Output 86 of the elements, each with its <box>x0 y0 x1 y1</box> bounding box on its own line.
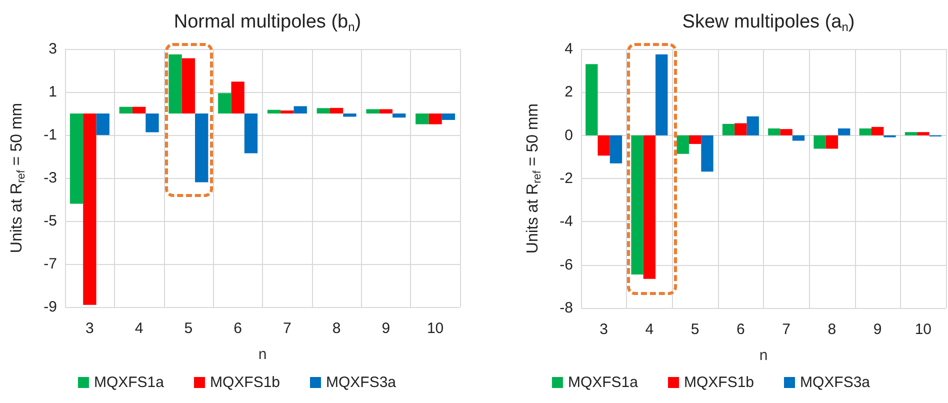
bar <box>146 114 159 132</box>
bar <box>792 135 805 141</box>
bar <box>598 135 610 156</box>
bar <box>182 58 196 114</box>
y-tick-label: -5 <box>44 212 57 230</box>
bar <box>316 108 330 114</box>
bar <box>366 109 380 114</box>
legend-label: MQXFS3a <box>800 374 871 391</box>
bar <box>83 114 96 305</box>
x-tick-label: 9 <box>873 321 882 338</box>
x-tick-label: 4 <box>134 320 144 337</box>
x-tick-label: 3 <box>600 321 608 338</box>
bar <box>722 124 735 136</box>
bar <box>746 116 759 136</box>
x-tick-label: 7 <box>283 320 292 337</box>
bar <box>859 128 872 136</box>
bar <box>416 114 429 124</box>
bar <box>132 106 146 114</box>
bar <box>631 135 644 275</box>
bar <box>70 114 84 204</box>
bar <box>838 128 850 136</box>
bar <box>656 54 668 136</box>
bar <box>701 135 714 172</box>
bar <box>904 132 918 136</box>
x-tick-label: 6 <box>234 320 242 337</box>
bar <box>826 135 838 149</box>
x-tick-label: 10 <box>914 321 932 338</box>
y-tick-label: -6 <box>560 256 573 274</box>
bar <box>343 114 356 117</box>
bar <box>244 114 258 154</box>
bar <box>442 114 456 120</box>
bar <box>768 128 780 136</box>
y-tick-label: 1 <box>48 84 57 100</box>
x-axis-title: n <box>759 347 768 364</box>
y-axis-title: Units at Rref = 50 mm <box>524 103 544 254</box>
legend-label: MQXFS1a <box>568 374 639 391</box>
y-tick-label: -4 <box>560 213 573 230</box>
bar <box>586 64 598 136</box>
y-tick-label: 3 <box>48 40 57 58</box>
y-axis-title: Units at Rref = 50 mm <box>8 102 28 254</box>
bar <box>734 123 747 136</box>
bar <box>168 54 182 114</box>
x-tick-label: 8 <box>332 320 341 337</box>
bar <box>780 129 792 136</box>
x-axis-title: n <box>258 346 267 363</box>
legend-label: MQXFS3a <box>326 374 397 391</box>
bar <box>218 93 232 114</box>
bar <box>267 110 281 114</box>
legend-label: MQXFS1b <box>684 374 754 391</box>
bar <box>688 135 702 144</box>
bar <box>428 114 442 124</box>
bar <box>676 135 689 154</box>
bar <box>392 114 406 118</box>
bar <box>814 135 826 149</box>
x-tick-label: 6 <box>736 321 745 338</box>
bar <box>330 108 344 114</box>
y-tick-label: 2 <box>564 84 573 101</box>
x-tick-label: 4 <box>645 321 654 338</box>
bar <box>195 114 208 182</box>
bar <box>119 106 132 114</box>
bar <box>294 106 307 114</box>
bar <box>871 126 884 136</box>
y-tick-label: -8 <box>560 300 573 316</box>
bar <box>917 132 930 136</box>
x-tick-label: 5 <box>690 321 700 338</box>
legend-label: MQXFS1a <box>94 374 165 391</box>
y-tick-label: 0 <box>564 126 573 144</box>
legend-label: MQXFS1b <box>210 374 280 391</box>
bar <box>231 82 244 114</box>
y-tick-label: -1 <box>44 126 57 144</box>
y-tick-label: -7 <box>44 256 57 272</box>
y-tick-label: -9 <box>44 298 57 316</box>
x-tick-label: 5 <box>184 320 193 337</box>
bar <box>96 114 110 135</box>
y-tick-label: -2 <box>560 170 573 187</box>
bar <box>610 135 622 164</box>
x-tick-label: 9 <box>382 320 390 337</box>
x-tick-label: 3 <box>86 320 94 337</box>
x-tick-label: 10 <box>426 320 444 337</box>
x-tick-label: 7 <box>782 321 790 338</box>
bar <box>280 110 294 114</box>
bar <box>379 109 393 114</box>
bar <box>643 135 656 279</box>
y-tick-label: -3 <box>44 170 57 186</box>
y-tick-label: 4 <box>564 40 573 58</box>
x-tick-label: 8 <box>828 321 836 338</box>
